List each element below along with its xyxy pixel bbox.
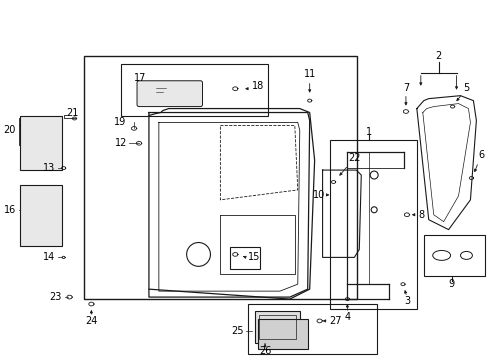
Text: 17: 17 <box>134 73 146 83</box>
Text: 27: 27 <box>329 316 341 326</box>
Bar <box>20 185 61 247</box>
Bar <box>230 247 260 269</box>
Bar <box>423 235 484 276</box>
Text: 11: 11 <box>303 69 315 79</box>
Text: 16: 16 <box>4 205 16 215</box>
Text: 14: 14 <box>43 252 56 262</box>
Text: 19: 19 <box>114 117 126 127</box>
Text: 18: 18 <box>252 81 264 91</box>
Bar <box>259 315 295 339</box>
FancyBboxPatch shape <box>137 81 202 107</box>
Bar <box>247 304 376 354</box>
Text: 15: 15 <box>247 252 260 262</box>
Text: 12: 12 <box>115 138 127 148</box>
Text: 1: 1 <box>366 127 371 138</box>
Bar <box>329 140 416 309</box>
Text: 24: 24 <box>85 316 98 326</box>
Text: 23: 23 <box>49 292 61 302</box>
Bar <box>84 56 357 299</box>
Text: 25: 25 <box>231 326 244 336</box>
Text: 2: 2 <box>435 51 441 61</box>
Text: 7: 7 <box>402 83 408 93</box>
Text: 3: 3 <box>403 296 409 306</box>
Text: 9: 9 <box>447 279 454 289</box>
Text: 4: 4 <box>344 312 350 322</box>
Text: 6: 6 <box>477 150 484 160</box>
Text: 21: 21 <box>66 108 79 117</box>
Bar <box>121 64 267 116</box>
Text: 20: 20 <box>3 125 16 135</box>
Text: 5: 5 <box>463 83 469 93</box>
Text: 22: 22 <box>347 153 360 163</box>
Bar <box>20 116 61 170</box>
Bar <box>255 311 299 343</box>
Text: 26: 26 <box>258 346 271 356</box>
Text: 13: 13 <box>43 163 56 173</box>
Bar <box>258 319 307 349</box>
Text: 10: 10 <box>313 190 325 200</box>
Text: 8: 8 <box>418 210 424 220</box>
